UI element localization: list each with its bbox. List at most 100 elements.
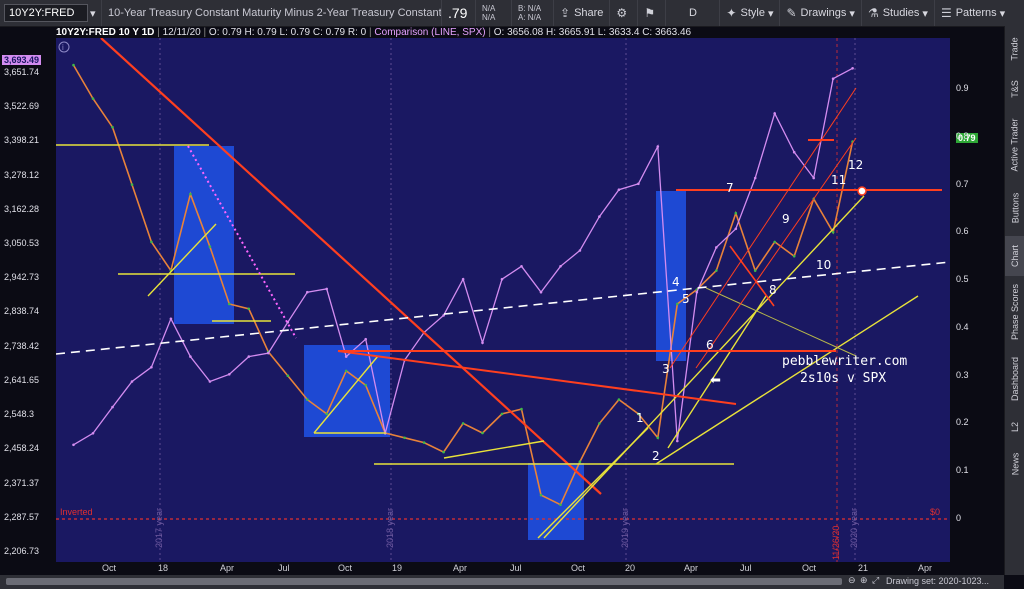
- downtrend-line[interactable]: [100, 37, 602, 495]
- sidebar-tab-active-trader[interactable]: Active Trader: [1005, 110, 1024, 180]
- zoom-out-icon[interactable]: ⊖: [848, 575, 856, 585]
- bid-value: B: N/A: [518, 4, 542, 13]
- sidebar-tab-l2[interactable]: L2: [1005, 412, 1024, 442]
- channel-line[interactable]: [669, 87, 857, 369]
- flag-button[interactable]: ⚑: [638, 0, 667, 26]
- info-icon[interactable]: [58, 41, 70, 53]
- studies-button[interactable]: ⚗ Studies ▾: [862, 0, 935, 26]
- sidebar-tab-dashboard[interactable]: Dashboard: [1005, 348, 1024, 410]
- support-line[interactable]: [655, 295, 919, 465]
- highlight-box[interactable]: [656, 191, 686, 361]
- left-axis-tick: 2,548.3: [4, 409, 35, 420]
- data-point: [111, 125, 114, 129]
- highlight-box[interactable]: [304, 345, 390, 437]
- sidebar-tab-trade[interactable]: Trade: [1005, 30, 1024, 68]
- style-button[interactable]: ✦ Style ▾: [720, 0, 781, 26]
- left-axis-tick: 2,641.65: [4, 374, 40, 385]
- last-price: .79: [442, 0, 476, 26]
- spx-current-price-tag: 3,693.49: [2, 55, 42, 65]
- data-point: [792, 150, 796, 154]
- chart-plot-area[interactable]: ⬅ 1 2 3 4 5 6 7 8 9 10 11 12 pebblewriter.com 2s10s…: [55, 37, 951, 562]
- left-axis-tick: 2,942.73: [4, 272, 40, 283]
- channel-line[interactable]: [729, 245, 775, 307]
- anchor-handle[interactable]: [857, 186, 867, 196]
- left-axis-tick: 3,278.12: [4, 169, 40, 180]
- wave-label: 10: [816, 258, 831, 272]
- data-point: [286, 374, 290, 378]
- data-point: [150, 240, 153, 244]
- data-point: [676, 439, 679, 443]
- support-line[interactable]: [543, 195, 865, 539]
- data-point: [676, 302, 679, 306]
- data-point: [267, 351, 270, 355]
- zoom-in-icon[interactable]: ⊕: [860, 575, 868, 585]
- drawings-button[interactable]: ✎ Drawings ▾: [780, 0, 862, 26]
- left-axis-tick: 2,738.42: [4, 340, 40, 351]
- bid-ask-box: B: N/A A: N/A: [512, 0, 554, 26]
- right-axis-tick: 0.6: [956, 226, 969, 237]
- support-line[interactable]: [147, 223, 217, 297]
- comparison-label[interactable]: Comparison (LINE, SPX): [374, 27, 486, 38]
- support-line[interactable]: [313, 355, 379, 434]
- pencil-icon: ✎: [786, 6, 797, 20]
- symbol-input[interactable]: 10Y2Y:FRED: [4, 4, 88, 22]
- sidebar-tab-label: Phase Scores: [1010, 283, 1020, 341]
- symbol-dropdown[interactable]: ▾: [88, 0, 102, 26]
- drawing-set-label[interactable]: Drawing set: 2020-1023...: [886, 576, 990, 586]
- data-point: [559, 503, 562, 507]
- left-axis-tick: 2,206.73: [4, 546, 40, 556]
- watermark-subtitle: 2s10s v SPX: [800, 371, 886, 386]
- channel-line[interactable]: [695, 137, 857, 369]
- data-point: [461, 277, 465, 281]
- x-axis-tick: 21: [858, 563, 869, 573]
- share-button[interactable]: ⇪ Share: [554, 0, 611, 26]
- highlight-box[interactable]: [174, 146, 234, 324]
- settings-button[interactable]: ⚙: [610, 0, 639, 26]
- scrollbar-thumb[interactable]: [6, 578, 842, 585]
- inverted-label: Inverted: [60, 507, 93, 517]
- x-axis-tick: Oct: [338, 563, 353, 573]
- patterns-button[interactable]: ☰ Patterns ▾: [940, 6, 1006, 20]
- data-point: [111, 405, 114, 409]
- data-point: [247, 355, 251, 358]
- time-axis[interactable]: Oct 18 Apr Jul Oct 19 Apr Jul Oct 20 Apr Jul Oct 21 Ap…: [56, 562, 950, 575]
- fit-icon[interactable]: ⤢: [872, 575, 880, 585]
- wave-label: 8: [769, 283, 777, 297]
- data-point: [364, 337, 368, 341]
- x-axis-tick: Jul: [278, 563, 290, 573]
- date-marker-label: 11/26/20: [831, 526, 841, 560]
- sidebar-tab-news[interactable]: News: [1005, 444, 1024, 484]
- chart-ohlc: O: 0.79 H: 0.79 L: 0.79 C: 0.79 R: 0: [208, 27, 367, 38]
- gear-icon: ⚙: [616, 6, 628, 20]
- data-point: [715, 246, 718, 249]
- data-point: [773, 112, 776, 115]
- chart-scrollbar[interactable]: [6, 578, 842, 585]
- support-line[interactable]: [443, 440, 545, 459]
- left-axis-tick: 3,522.69: [4, 101, 40, 112]
- period-selector[interactable]: D: [666, 0, 721, 26]
- left-price-axis[interactable]: 3,693.49 3,651.74 3,522.69 3,398.21 3,278.1…: [0, 38, 56, 562]
- x-axis-tick: 20: [625, 563, 636, 573]
- left-axis-tick: 2,458.24: [4, 443, 40, 454]
- data-point: [539, 290, 543, 294]
- x-axis-tick: Oct: [571, 563, 586, 573]
- sidebar-tab-chart[interactable]: Chart: [1005, 236, 1024, 276]
- right-price-axis[interactable]: 0.79 0.9 0.8 0.7 0.6 0.5 0.4 0.3 0.2 0.1 0: [950, 38, 1004, 562]
- sidebar-tab-label: Trade: [1010, 37, 1020, 61]
- patterns-label: Patterns: [955, 7, 997, 19]
- support-line[interactable]: [705, 287, 857, 357]
- dotted-trendline[interactable]: [187, 145, 297, 339]
- resistance-line[interactable]: [337, 350, 737, 405]
- sidebar-tab-label: T&S: [1009, 80, 1020, 98]
- sidebar-tab-buttons[interactable]: Buttons: [1005, 182, 1024, 234]
- right-axis-tick: 0.1: [956, 465, 969, 476]
- support-line[interactable]: [667, 295, 767, 449]
- sidebar-tab-phase-scores[interactable]: Phase Scores: [1005, 278, 1024, 346]
- data-point: [91, 97, 95, 100]
- sidebar-tab-t-s[interactable]: T&S: [1005, 70, 1024, 108]
- data-point: [169, 317, 173, 321]
- data-point: [559, 265, 562, 268]
- drawings-label: Drawings: [800, 7, 847, 19]
- right-axis-tick: 0.5: [956, 274, 969, 285]
